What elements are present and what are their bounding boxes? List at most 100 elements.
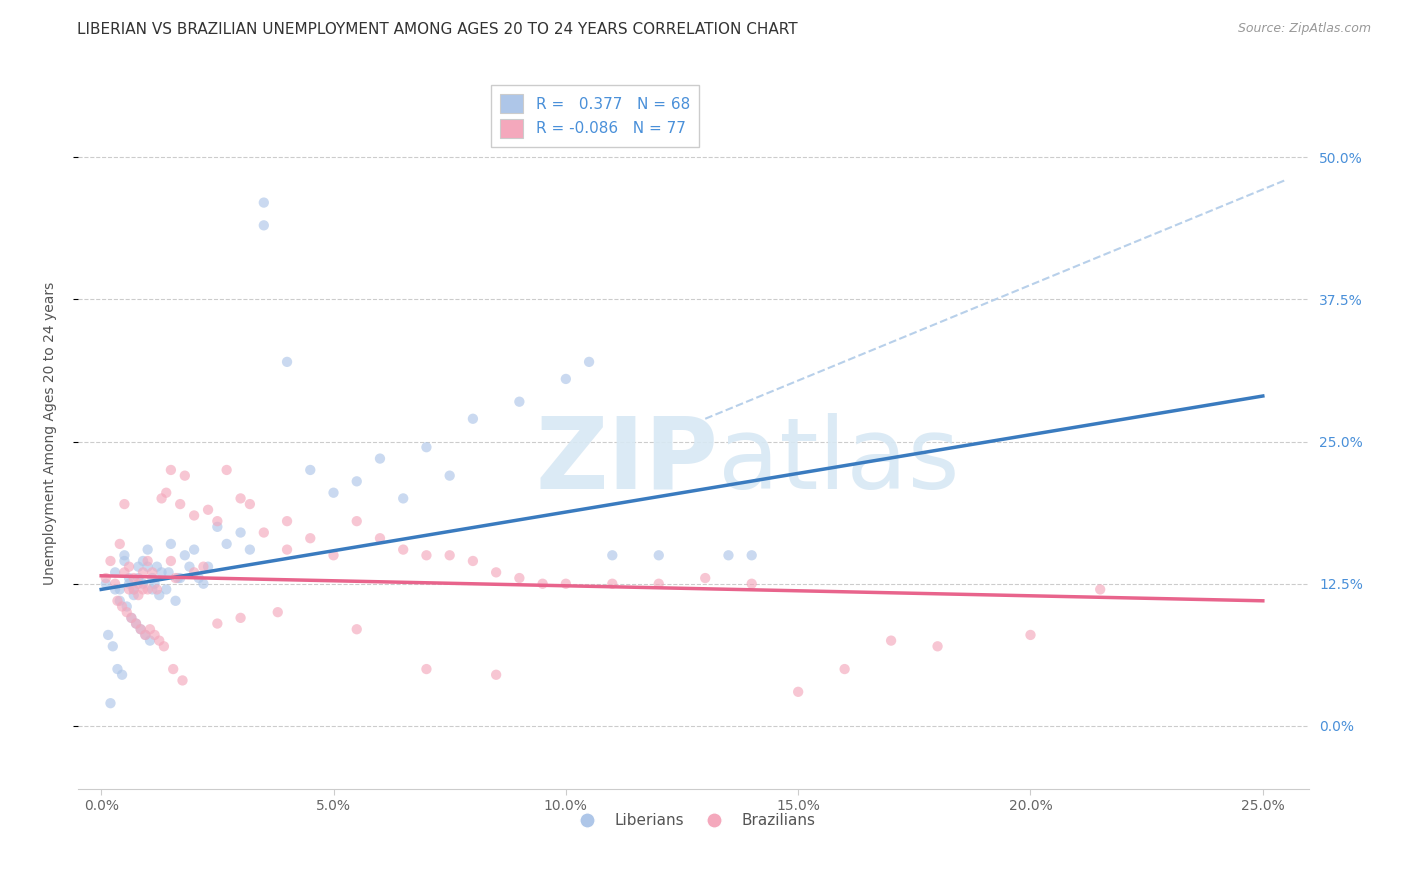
Point (267, 605, 290, 619)
Point (143, 628, 166, 642)
Point (132, 566, 155, 580)
Point (439, 549, 461, 563)
Point (118, 571, 141, 585)
Point (125, 616, 148, 631)
Point (107, 594, 129, 608)
Point (215, 537, 238, 551)
Point (153, 640, 176, 654)
Point (207, 514, 229, 528)
Point (187, 571, 209, 585)
Point (112, 549, 135, 563)
Point (197, 559, 219, 574)
Point (787, 685, 810, 699)
Point (111, 599, 134, 614)
Point (346, 475, 368, 489)
Point (179, 559, 201, 574)
Point (1088, 582, 1111, 597)
Point (165, 594, 187, 608)
Point (834, 662, 856, 676)
Point (439, 468, 461, 483)
Text: LIBERIAN VS BRAZILIAN UNEMPLOYMENT AMONG AGES 20 TO 24 YEARS CORRELATION CHART: LIBERIAN VS BRAZILIAN UNEMPLOYMENT AMONG… (77, 22, 799, 37)
Point (129, 622, 152, 636)
Point (165, 571, 187, 585)
Point (127, 588, 149, 602)
Text: Source: ZipAtlas.com: Source: ZipAtlas.com (1237, 22, 1371, 36)
Point (150, 491, 173, 506)
Point (197, 503, 219, 517)
Point (578, 355, 600, 369)
Point (132, 554, 155, 568)
Point (97, 628, 120, 642)
Point (141, 582, 163, 597)
Point (148, 633, 170, 648)
Point (173, 549, 195, 563)
Point (166, 571, 188, 585)
Point (485, 667, 508, 681)
Point (253, 525, 276, 540)
Point (134, 628, 156, 642)
Point (461, 554, 484, 568)
Point (120, 611, 142, 625)
Point (112, 497, 135, 511)
Text: ZIP: ZIP (536, 413, 718, 510)
Point (880, 633, 903, 648)
Point (741, 576, 763, 591)
Point (207, 616, 229, 631)
Point (150, 566, 173, 580)
Point (461, 411, 484, 425)
Point (322, 485, 344, 500)
Point (183, 542, 205, 557)
Point (215, 463, 238, 477)
Point (127, 576, 149, 591)
Point (132, 576, 155, 591)
Point (485, 566, 508, 580)
Point (229, 525, 252, 540)
Point (239, 542, 262, 557)
Point (115, 599, 138, 614)
Point (112, 566, 135, 580)
Point (554, 576, 576, 591)
Point (1019, 628, 1042, 642)
Point (276, 355, 298, 369)
Point (322, 549, 344, 563)
Point (169, 497, 191, 511)
Point (183, 508, 205, 523)
Point (415, 440, 437, 454)
Point (94, 576, 117, 591)
Point (346, 622, 368, 636)
Point (157, 566, 180, 580)
Point (94, 571, 117, 585)
Point (162, 662, 184, 676)
Point (107, 662, 129, 676)
Point (600, 576, 623, 591)
Point (122, 571, 145, 585)
Point (299, 463, 322, 477)
Point (129, 622, 152, 636)
Point (104, 566, 127, 580)
Point (136, 582, 159, 597)
Point (183, 566, 205, 580)
Point (132, 582, 155, 597)
Point (299, 531, 322, 545)
Point (172, 673, 194, 688)
Point (122, 588, 145, 602)
Text: atlas: atlas (718, 413, 960, 510)
Point (112, 554, 135, 568)
Point (508, 571, 530, 585)
Point (648, 549, 671, 563)
Point (136, 554, 159, 568)
Point (101, 640, 124, 654)
Point (253, 195, 276, 210)
Point (108, 594, 131, 608)
Point (122, 582, 145, 597)
Point (368, 451, 391, 466)
Point (155, 485, 177, 500)
Point (276, 514, 298, 528)
Point (108, 582, 131, 597)
Point (193, 559, 215, 574)
Point (415, 549, 437, 563)
Point (120, 611, 142, 625)
Point (229, 491, 252, 506)
Point (229, 611, 252, 625)
Point (160, 537, 183, 551)
